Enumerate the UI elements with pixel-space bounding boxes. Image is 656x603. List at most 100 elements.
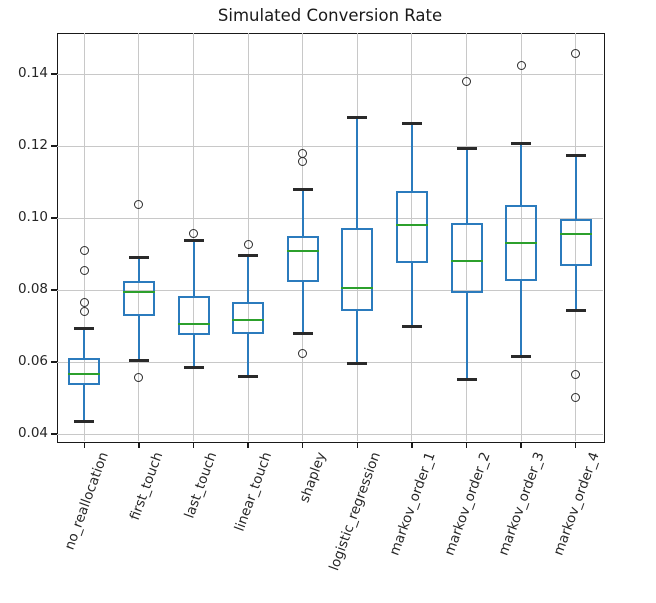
x-tick-mark bbox=[520, 442, 522, 448]
x-tick-mark bbox=[302, 442, 304, 448]
median-line-linear_touch bbox=[232, 319, 265, 321]
whisker-lower-shapley bbox=[301, 281, 304, 334]
median-line-logistic_regression bbox=[341, 286, 374, 289]
box-first_touch bbox=[122, 281, 155, 317]
whisker-upper-markov_order_2 bbox=[465, 148, 468, 224]
median-line-last_touch bbox=[177, 322, 210, 325]
v-gridline bbox=[411, 33, 413, 441]
y-tick-label: 0.08 bbox=[17, 281, 48, 298]
flier-point-first_touch bbox=[134, 373, 144, 383]
x-tick-mark bbox=[575, 442, 577, 448]
cap-lower-markov_order_2 bbox=[456, 378, 477, 382]
h-gridline bbox=[57, 73, 603, 75]
flier-point-markov_order_4 bbox=[571, 370, 581, 380]
y-tick-mark bbox=[51, 289, 57, 291]
cap-upper-markov_order_4 bbox=[565, 153, 586, 157]
whisker-lower-no_reallocation bbox=[83, 385, 86, 422]
median-line-markov_order_4 bbox=[559, 233, 592, 236]
whisker-upper-no_reallocation bbox=[83, 328, 86, 358]
median-line-no_reallocation bbox=[68, 373, 101, 376]
flier-point-no_reallocation bbox=[79, 266, 89, 276]
cap-upper-markov_order_1 bbox=[401, 122, 422, 126]
flier-point-shapley bbox=[298, 348, 308, 358]
cap-upper-shapley bbox=[292, 187, 313, 191]
chart-title: Simulated Conversion Rate bbox=[217, 6, 443, 25]
cap-lower-markov_order_1 bbox=[401, 324, 422, 328]
v-gridline bbox=[356, 33, 358, 441]
whisker-lower-markov_order_3 bbox=[520, 280, 523, 356]
x-tick-label: no_reallocation bbox=[61, 450, 112, 552]
median-line-markov_order_2 bbox=[450, 260, 483, 263]
x-tick-mark bbox=[356, 442, 358, 448]
plot-area bbox=[57, 33, 605, 443]
whisker-lower-markov_order_4 bbox=[574, 265, 577, 311]
box-markov_order_2 bbox=[450, 223, 483, 293]
h-gridline bbox=[57, 361, 603, 363]
flier-point-markov_order_2 bbox=[462, 76, 471, 86]
whisker-lower-logistic_regression bbox=[356, 311, 359, 364]
whisker-lower-linear_touch bbox=[247, 334, 250, 377]
flier-point-no_reallocation bbox=[79, 306, 89, 316]
x-tick-label: markov_order_4 bbox=[550, 450, 603, 558]
flier-point-markov_order_4 bbox=[571, 49, 581, 59]
median-line-first_touch bbox=[122, 291, 155, 294]
y-tick-mark bbox=[51, 145, 57, 147]
y-tick-label: 0.06 bbox=[17, 353, 48, 370]
x-tick-label: shapley bbox=[296, 450, 330, 505]
cap-lower-first_touch bbox=[128, 358, 149, 362]
cap-upper-markov_order_2 bbox=[456, 146, 477, 150]
median-line-markov_order_3 bbox=[505, 241, 538, 244]
cap-upper-markov_order_3 bbox=[511, 142, 532, 146]
cap-upper-linear_touch bbox=[238, 254, 259, 258]
whisker-upper-linear_touch bbox=[247, 255, 250, 302]
x-tick-label: markov_order_2 bbox=[441, 450, 494, 558]
whisker-lower-markov_order_2 bbox=[465, 292, 468, 380]
flier-point-markov_order_4 bbox=[571, 392, 581, 402]
flier-point-markov_order_3 bbox=[516, 61, 526, 71]
median-line-markov_order_1 bbox=[395, 223, 428, 226]
cap-lower-linear_touch bbox=[238, 374, 259, 378]
y-tick-mark bbox=[51, 433, 57, 435]
flier-point-no_reallocation bbox=[79, 245, 89, 255]
y-tick-label: 0.04 bbox=[17, 425, 48, 442]
v-gridline bbox=[466, 33, 467, 441]
whisker-upper-markov_order_3 bbox=[520, 143, 523, 206]
median-line-shapley bbox=[286, 250, 319, 253]
h-gridline bbox=[57, 289, 603, 291]
h-gridline bbox=[57, 217, 603, 219]
y-tick-label: 0.12 bbox=[17, 137, 48, 154]
x-tick-mark bbox=[411, 442, 413, 448]
v-gridline bbox=[138, 33, 140, 441]
whisker-upper-last_touch bbox=[192, 240, 195, 297]
cap-upper-last_touch bbox=[183, 239, 204, 243]
x-tick-label: first_touch bbox=[126, 450, 166, 523]
v-gridline bbox=[247, 33, 249, 441]
x-tick-label: linear_touch bbox=[231, 450, 276, 534]
y-tick-label: 0.10 bbox=[17, 209, 48, 226]
cap-upper-logistic_regression bbox=[347, 115, 368, 119]
x-tick-label: last_touch bbox=[181, 450, 221, 521]
y-tick-label: 0.14 bbox=[17, 65, 48, 82]
whisker-upper-shapley bbox=[301, 189, 304, 237]
flier-point-no_reallocation bbox=[79, 297, 89, 307]
box-shapley bbox=[286, 236, 319, 282]
x-tick-mark bbox=[192, 442, 195, 448]
h-gridline bbox=[57, 433, 603, 435]
cap-upper-first_touch bbox=[128, 255, 149, 259]
box-linear_touch bbox=[232, 301, 265, 335]
whisker-lower-markov_order_1 bbox=[410, 262, 413, 327]
h-gridline bbox=[57, 145, 603, 147]
y-tick-mark bbox=[51, 361, 57, 363]
whisker-upper-first_touch bbox=[137, 257, 140, 282]
box-last_touch bbox=[177, 296, 210, 336]
x-tick-mark bbox=[83, 442, 85, 448]
x-tick-mark bbox=[247, 442, 249, 448]
flier-point-first_touch bbox=[134, 199, 144, 209]
flier-point-shapley bbox=[298, 148, 308, 158]
x-tick-label: markov_order_3 bbox=[495, 450, 549, 558]
cap-lower-no_reallocation bbox=[74, 420, 95, 424]
cap-lower-shapley bbox=[292, 331, 313, 335]
whisker-upper-logistic_regression bbox=[356, 117, 359, 228]
v-gridline bbox=[520, 33, 522, 441]
